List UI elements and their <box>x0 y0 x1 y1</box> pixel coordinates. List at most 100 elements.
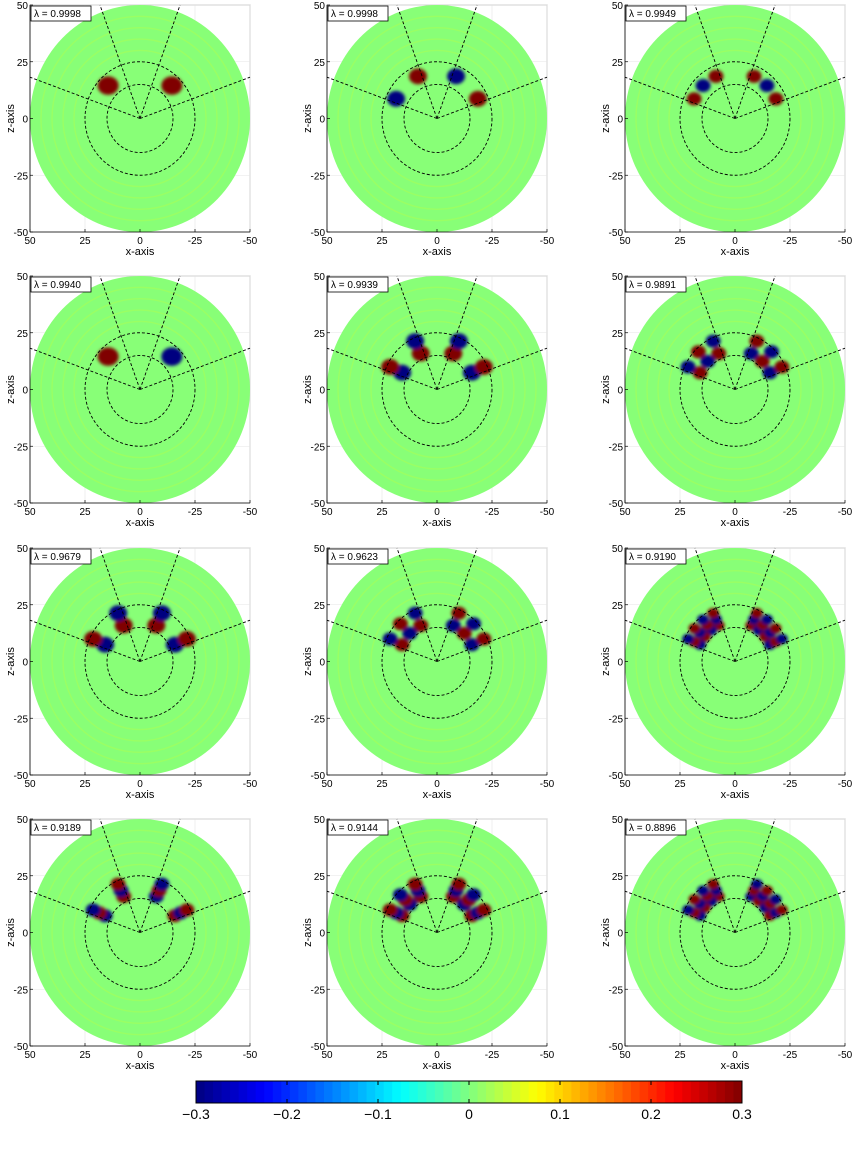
y-tick-label: -50 <box>311 228 326 239</box>
x-tick-label: -50 <box>838 779 853 790</box>
x-tick-label: 50 <box>619 779 631 790</box>
eigenvalue-label: λ = 0.9190 <box>629 552 676 563</box>
colorbar-segment <box>494 1081 504 1103</box>
eigenvalue-label: λ = 0.9998 <box>34 9 81 20</box>
positive-lobe <box>749 334 765 348</box>
colorbar-segment <box>520 1081 530 1103</box>
dashed-ray <box>396 547 438 662</box>
positive-lobe <box>692 366 708 380</box>
field-ripple <box>646 841 824 1025</box>
y-tick-label: 50 <box>314 272 326 283</box>
x-tick-label: -50 <box>540 779 555 790</box>
colorbar-segment <box>682 1081 692 1103</box>
positive-lobe <box>179 903 195 917</box>
positive-lobe <box>392 617 408 631</box>
colorbar-tick-label: 0.1 <box>550 1106 570 1122</box>
colorbar-segment <box>733 1081 743 1103</box>
colorbar-segment <box>545 1081 555 1103</box>
x-tick-label: -25 <box>485 507 500 518</box>
dashed-circle <box>701 898 769 968</box>
positive-lobe <box>774 360 790 374</box>
negative-lobe <box>161 347 183 366</box>
mode-pattern <box>84 605 196 653</box>
colorbar-tick-label: 0.3 <box>732 1106 752 1122</box>
y-tick-label: 0 <box>22 386 28 397</box>
mode-pattern <box>381 333 493 381</box>
x-axis-label: x-axis <box>423 246 452 258</box>
field-ripple <box>51 570 229 754</box>
x-tick-label: 0 <box>434 507 440 518</box>
y-tick-label: -25 <box>609 985 624 996</box>
dashed-ray <box>734 547 776 662</box>
eigenvalue-label: λ = 0.9189 <box>34 823 81 834</box>
y-tick-label: -50 <box>609 1042 624 1053</box>
eigenvalue-label: λ = 0.8896 <box>629 823 676 834</box>
x-tick-label: 50 <box>321 507 333 518</box>
eigenvalue-label-box <box>625 548 687 565</box>
dashed-circle <box>381 875 493 990</box>
mode-pattern <box>686 69 784 106</box>
dashed-circle <box>403 83 471 153</box>
positive-lobe <box>97 76 119 95</box>
field-ripple <box>348 26 526 211</box>
colorbar: −0.3 −0.2 −0.1 0 0.1 0.2 0.3 <box>182 1080 752 1122</box>
negative-lobe <box>109 605 128 622</box>
positive-lobe <box>686 92 702 106</box>
field-ripple <box>73 49 207 188</box>
field-ripple <box>635 286 835 493</box>
y-tick-label: 0 <box>319 115 325 126</box>
colorbar-segment <box>639 1081 649 1103</box>
y-tick-label: 25 <box>612 872 624 883</box>
positive-lobe <box>754 354 770 368</box>
y-tick-label: 50 <box>314 815 326 826</box>
field-ripple <box>62 581 218 742</box>
positive-lobe <box>476 632 492 646</box>
x-axis-label: x-axis <box>721 1060 750 1072</box>
x-tick-label: 0 <box>137 236 143 247</box>
dashed-ray <box>139 347 251 390</box>
x-tick-label: 25 <box>79 507 91 518</box>
positive-lobe <box>711 346 727 361</box>
mode-pattern <box>97 347 183 366</box>
negative-lobe <box>764 345 780 359</box>
colorbar-segment <box>571 1081 581 1103</box>
negative-lobe <box>762 366 778 380</box>
dashed-ray <box>326 347 438 390</box>
y-tick-label: 0 <box>319 658 325 669</box>
y-tick-label: 25 <box>314 601 326 612</box>
positive-lobe <box>688 894 701 905</box>
colorbar-segment <box>332 1081 342 1103</box>
positive-lobe <box>769 623 782 634</box>
eigenvalue-label: λ = 0.9940 <box>34 280 81 291</box>
x-tick-label: -25 <box>188 779 203 790</box>
negative-lobe <box>402 626 418 640</box>
y-tick-label: -25 <box>311 442 326 453</box>
field-ripple <box>40 558 240 765</box>
field-ripple <box>51 841 229 1025</box>
x-tick-label: 0 <box>137 779 143 790</box>
eigenvalue-label-box <box>327 548 389 565</box>
x-tick-label: 0 <box>732 1050 738 1061</box>
y-tick-label: -50 <box>14 771 29 782</box>
dashed-ray <box>436 547 478 662</box>
x-tick-label: -25 <box>783 236 798 247</box>
dashed-ray <box>139 619 251 662</box>
x-tick-label: 25 <box>376 507 388 518</box>
field-ripple <box>646 570 824 754</box>
colorbar-segment <box>281 1081 291 1103</box>
y-tick-label: 0 <box>22 115 28 126</box>
dashed-circle <box>679 61 791 176</box>
x-tick-label: 50 <box>321 1050 333 1061</box>
colorbar-segment <box>486 1081 495 1103</box>
eigenvalue-label-box <box>625 276 687 293</box>
x-tick-label: -50 <box>243 1050 258 1061</box>
x-tick-label: 25 <box>79 1050 91 1061</box>
dashed-ray <box>694 547 736 662</box>
x-tick-label: 50 <box>619 236 631 247</box>
y-tick-label: 0 <box>22 658 28 669</box>
x-axis-label: x-axis <box>423 517 452 529</box>
colorbar-segment <box>366 1081 376 1103</box>
